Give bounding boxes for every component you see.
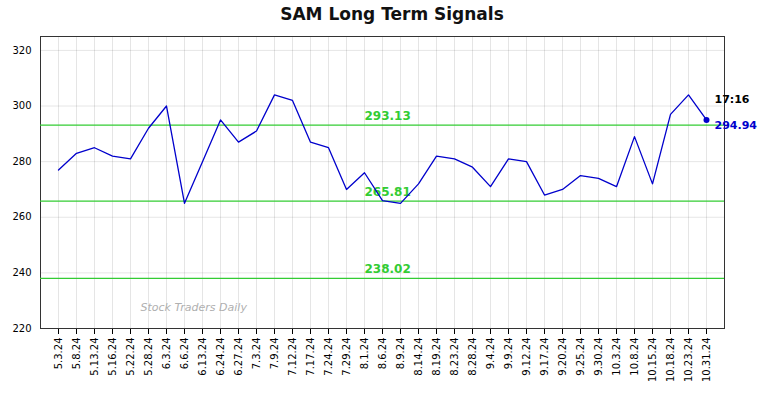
svg-text:7.17.24: 7.17.24 <box>305 338 316 376</box>
svg-text:9.25.24: 9.25.24 <box>575 338 586 376</box>
svg-text:8.23.24: 8.23.24 <box>449 338 460 376</box>
svg-text:300: 300 <box>12 100 31 111</box>
svg-text:238.02: 238.02 <box>365 262 411 276</box>
svg-text:9.30.24: 9.30.24 <box>593 338 604 376</box>
svg-text:6.13.24: 6.13.24 <box>197 338 208 376</box>
svg-text:7.9.24: 7.9.24 <box>269 338 280 370</box>
svg-text:7.24.24: 7.24.24 <box>323 338 334 376</box>
svg-text:220: 220 <box>12 323 31 334</box>
svg-text:10.31.24: 10.31.24 <box>701 338 712 383</box>
svg-text:8.6.24: 8.6.24 <box>377 338 388 370</box>
svg-text:260: 260 <box>12 211 31 222</box>
svg-text:17:16: 17:16 <box>715 93 750 106</box>
svg-text:280: 280 <box>12 156 31 167</box>
svg-text:10.23.24: 10.23.24 <box>683 338 694 383</box>
svg-text:9.4.24: 9.4.24 <box>485 338 496 370</box>
svg-text:5.22.24: 5.22.24 <box>125 338 136 376</box>
svg-text:9.9.24: 9.9.24 <box>503 338 514 370</box>
svg-text:6.24.24: 6.24.24 <box>215 338 226 376</box>
svg-text:9.20.24: 9.20.24 <box>557 338 568 376</box>
svg-text:Stock Traders Daily: Stock Traders Daily <box>141 301 248 314</box>
svg-text:7.3.24: 7.3.24 <box>251 338 262 370</box>
svg-text:10.18.24: 10.18.24 <box>665 338 676 383</box>
svg-text:9.12.24: 9.12.24 <box>521 338 532 376</box>
svg-text:6.6.24: 6.6.24 <box>179 338 190 370</box>
svg-text:8.14.24: 8.14.24 <box>413 338 424 376</box>
svg-text:8.1.24: 8.1.24 <box>359 338 370 370</box>
html-text:SAM Long Term Signals: SAM Long Term Signals <box>280 4 504 24</box>
svg-text:6.27.24: 6.27.24 <box>233 338 244 376</box>
svg-text:294.94: 294.94 <box>715 119 758 132</box>
svg-text:10.3.24: 10.3.24 <box>611 338 622 376</box>
svg-text:7.29.24: 7.29.24 <box>341 338 352 376</box>
svg-text:10.15.24: 10.15.24 <box>647 338 658 383</box>
svg-text:7.12.24: 7.12.24 <box>287 338 298 376</box>
svg-text:240: 240 <box>12 267 31 278</box>
svg-text:6.3.24: 6.3.24 <box>161 338 172 370</box>
svg-text:265.81: 265.81 <box>365 185 411 199</box>
svg-text:8.19.24: 8.19.24 <box>431 338 442 376</box>
svg-text:9.17.24: 9.17.24 <box>539 338 550 376</box>
svg-text:5.13.24: 5.13.24 <box>89 338 100 376</box>
svg-text:5.16.24: 5.16.24 <box>107 338 118 376</box>
svg-text:5.28.24: 5.28.24 <box>143 338 154 376</box>
svg-text:5.8.24: 5.8.24 <box>71 338 82 370</box>
svg-text:10.8.24: 10.8.24 <box>629 338 640 376</box>
svg-text:8.28.24: 8.28.24 <box>467 338 478 376</box>
svg-text:320: 320 <box>12 45 31 56</box>
svg-text:8.9.24: 8.9.24 <box>395 338 406 370</box>
svg-text:5.3.24: 5.3.24 <box>53 338 64 370</box>
svg-text:293.13: 293.13 <box>365 109 411 123</box>
